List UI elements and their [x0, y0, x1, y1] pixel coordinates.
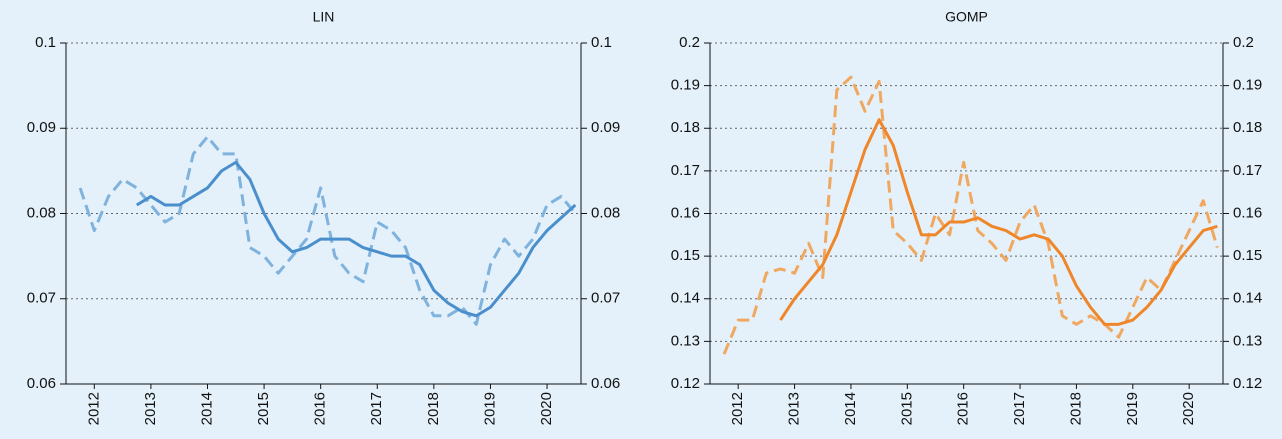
y2-tick-label: 0.09 [591, 119, 620, 136]
y2-tick-label: 0.08 [591, 204, 620, 221]
y-tick-label: 0.07 [27, 290, 56, 307]
y-tick-label: 0.12 [671, 375, 700, 392]
y-tick-label: 0.15 [671, 247, 700, 264]
series-line [779, 118, 1218, 326]
y2-tick-label: 0.17 [1233, 162, 1262, 179]
y2-tick-label: 0.19 [1233, 77, 1262, 94]
chart-title: LIN [313, 9, 335, 25]
x-tick-label: 2017 [368, 392, 385, 425]
x-tick-label: 2017 [1011, 392, 1028, 425]
x-tick-label: 2013 [786, 392, 803, 425]
x-tick-label: 2020 [1180, 392, 1197, 425]
y-tick-label: 0.17 [671, 162, 700, 179]
y2-tick-label: 0.15 [1233, 247, 1262, 264]
x-tick-label: 2019 [481, 392, 498, 425]
chart-title: GOMP [945, 9, 988, 25]
y-tick-label: 0.2 [679, 34, 700, 51]
x-tick-label: 2016 [955, 392, 972, 425]
x-tick-label: 2012 [729, 392, 746, 425]
y-tick-label: 0.14 [671, 290, 700, 307]
y-tick-label: 0.13 [671, 332, 700, 349]
x-tick-label: 2015 [255, 392, 272, 425]
y2-tick-label: 0.07 [591, 290, 620, 307]
y-tick-label: 0.18 [671, 119, 700, 136]
y2-tick-label: 0.1 [591, 34, 612, 51]
y2-tick-label: 0.13 [1233, 332, 1262, 349]
y2-tick-label: 0.2 [1233, 34, 1254, 51]
y2-tick-label: 0.12 [1233, 375, 1262, 392]
x-tick-label: 2014 [198, 392, 215, 425]
y2-tick-label: 0.16 [1233, 204, 1262, 221]
x-tick-label: 2020 [538, 392, 555, 425]
y-tick-label: 0.06 [27, 375, 56, 392]
x-tick-label: 2018 [425, 392, 442, 425]
y-tick-label: 0.09 [27, 119, 56, 136]
y2-tick-label: 0.14 [1233, 290, 1262, 307]
x-tick-label: 2019 [1124, 392, 1141, 425]
x-tick-label: 2013 [142, 392, 159, 425]
x-tick-label: 2012 [85, 392, 102, 425]
y-tick-label: 0.19 [671, 77, 700, 94]
series-line [135, 160, 577, 318]
y-tick-label: 0.08 [27, 204, 56, 221]
x-tick-label: 2014 [842, 392, 859, 425]
y2-tick-label: 0.18 [1233, 119, 1262, 136]
y2-tick-label: 0.06 [591, 375, 620, 392]
x-tick-label: 2016 [312, 392, 329, 425]
x-tick-label: 2015 [898, 392, 915, 425]
y-tick-label: 0.16 [671, 204, 700, 221]
series-line [78, 135, 577, 326]
series-line [722, 75, 1219, 355]
y-tick-label: 0.1 [35, 34, 56, 51]
x-tick-label: 2018 [1067, 392, 1084, 425]
